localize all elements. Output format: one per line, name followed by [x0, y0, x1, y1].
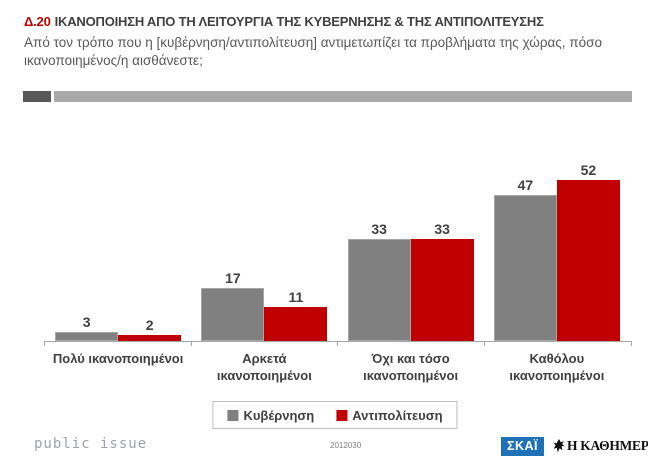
bar-Αντιπολίτευση: [118, 335, 182, 341]
kathimerini-emblem-icon: [553, 438, 565, 452]
bar-column: 52: [556, 162, 620, 341]
bar-value-label: 33: [434, 221, 450, 237]
category-axis-labels: Πολύ ικανοποιημένοι Αρκετά ικανοποιημένοι…: [45, 350, 630, 384]
axis-tick: [337, 341, 338, 346]
bar-value-label: 52: [580, 162, 597, 178]
bar-group: 17 11: [191, 150, 337, 341]
divider-dark-segment: [23, 91, 51, 102]
bar-column: 47: [493, 177, 557, 341]
axis-tick: [484, 341, 485, 346]
bar-group: 33 33: [338, 150, 484, 341]
bar-group: 47 52: [484, 150, 630, 341]
bar-column: 2: [118, 317, 182, 341]
question-subtitle: Από τον τρόπο που η [κυβέρνηση/αντιπολίτ…: [24, 35, 602, 68]
skai-logo: ΣΚΑΪ: [501, 437, 545, 456]
bar-value-label: 2: [145, 317, 154, 333]
bar-column: 33: [347, 221, 411, 341]
category-label: Πολύ ικανοποιημένοι: [52, 351, 184, 366]
bar-Κυβέρνηση: [493, 195, 557, 341]
kathimerini-logo: Η ΚΑΘΗΜΕΡΙΝΗ: [553, 438, 648, 454]
bar-Αντιπολίτευση: [264, 307, 328, 341]
public-issue-logo: public issue: [34, 436, 148, 452]
survey-code: 2012030: [330, 441, 362, 450]
title-text: ΙΚΑΝΟΠΟΙΗΣΗ ΑΠΟ ΤΗ ΛΕΙΤΟΥΡΓΙΑ ΤΗΣ ΚΥΒΕΡΝ…: [54, 14, 544, 29]
opposition-swatch-icon: [336, 409, 348, 421]
bar-value-label: 47: [517, 177, 534, 193]
category-label: Καθόλου ικανοποιημένοι: [509, 351, 605, 383]
bar-value-label: 3: [82, 314, 91, 330]
bar-column: 33: [410, 221, 474, 341]
kathimerini-label: Η ΚΑΘΗΜΕΡΙΝΗ: [567, 438, 648, 453]
chart-legend: Κυβέρνηση Αντιπολίτευση: [212, 401, 458, 429]
bar-Κυβέρνηση: [347, 239, 411, 341]
legend-item-opposition: Αντιπολίτευση: [336, 407, 443, 423]
page-title: Δ.20 ΙΚΑΝΟΠΟΙΗΣΗ ΑΠΟ ΤΗ ΛΕΙΤΟΥΡΓΙΑ ΤΗΣ ΚΥ…: [24, 14, 544, 29]
bar-value-label: 11: [288, 289, 304, 305]
category-label: Όχι και τόσο ικανοποιημένοι: [363, 351, 459, 383]
bar-Κυβέρνηση: [201, 288, 265, 341]
bar-column: 17: [201, 270, 265, 341]
bar-column: 3: [55, 314, 119, 341]
bar-Κυβέρνηση: [55, 332, 119, 341]
bar-value-label: 33: [371, 221, 387, 237]
government-swatch-icon: [227, 409, 239, 421]
divider-light-segment: [54, 91, 632, 102]
bar-Αντιπολίτευση: [556, 180, 620, 341]
legend-label-government: Κυβέρνηση: [243, 407, 315, 423]
category-label: Αρκετά ικανοποιημένοι: [216, 351, 312, 383]
legend-label-opposition: Αντιπολίτευση: [352, 407, 443, 423]
legend-item-government: Κυβέρνηση: [227, 408, 314, 423]
question-code: Δ.20: [24, 14, 51, 29]
bar-chart: 3 2 17 11 33 33 47 52: [45, 150, 630, 341]
axis-tick: [631, 341, 632, 346]
bar-column: 11: [264, 289, 328, 341]
axis-tick: [44, 341, 45, 346]
axis-tick: [191, 341, 192, 346]
bar-Αντιπολίτευση: [410, 239, 474, 341]
bar-value-label: 17: [225, 270, 241, 286]
